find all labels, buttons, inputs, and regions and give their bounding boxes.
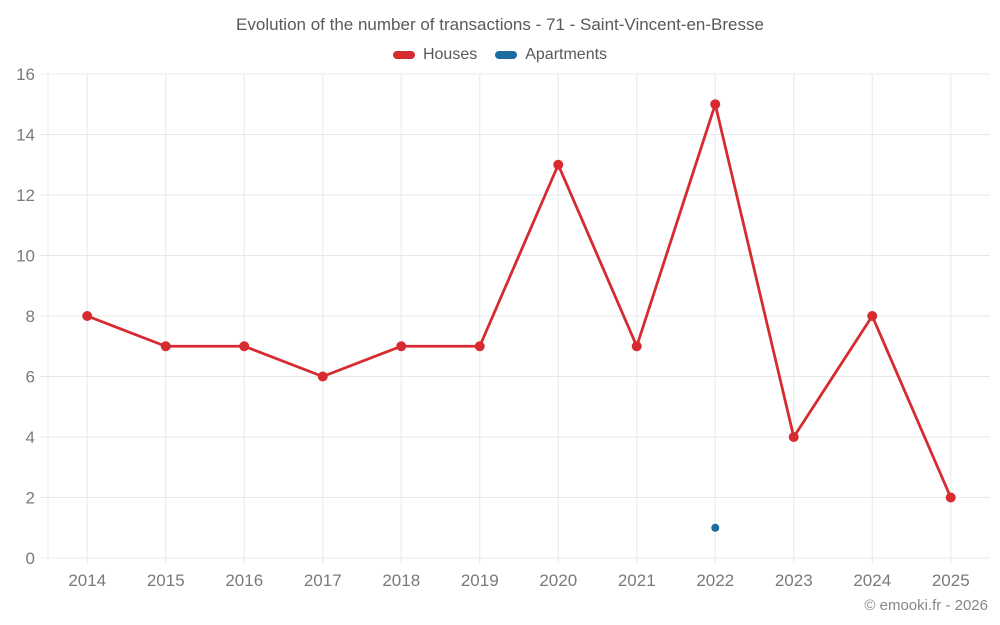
svg-text:2015: 2015: [147, 571, 185, 590]
copyright-credit: © emooki.fr - 2026: [864, 597, 988, 614]
legend-label-houses: Houses: [422, 46, 478, 63]
legend-label-apartments: Apartments: [525, 46, 608, 63]
houses-series-swatch-icon: [392, 51, 415, 59]
svg-text:14: 14: [16, 126, 35, 145]
chart-legend: Houses Apartments: [0, 46, 1000, 64]
legend-item-houses[interactable]: Houses: [392, 46, 478, 64]
svg-text:16: 16: [16, 65, 35, 84]
svg-text:2018: 2018: [382, 571, 420, 590]
svg-text:2020: 2020: [539, 571, 577, 590]
svg-text:2021: 2021: [618, 571, 656, 590]
svg-text:2023: 2023: [775, 571, 813, 590]
svg-text:2025: 2025: [932, 571, 970, 590]
chart-title: Evolution of the number of transactions …: [236, 15, 764, 34]
svg-text:8: 8: [26, 307, 35, 326]
svg-text:2022: 2022: [696, 571, 734, 590]
svg-text:12: 12: [16, 186, 35, 205]
svg-text:2016: 2016: [225, 571, 263, 590]
apartments-series-swatch-icon: [495, 51, 518, 59]
svg-text:2017: 2017: [304, 571, 342, 590]
svg-text:2: 2: [26, 489, 35, 508]
svg-text:6: 6: [26, 368, 35, 387]
legend-item-apartments[interactable]: Apartments: [495, 46, 607, 64]
svg-text:0: 0: [26, 549, 35, 568]
svg-text:2019: 2019: [461, 571, 499, 590]
svg-text:4: 4: [26, 428, 35, 447]
svg-text:10: 10: [16, 247, 35, 266]
svg-text:2024: 2024: [853, 571, 891, 590]
svg-text:2014: 2014: [68, 571, 106, 590]
